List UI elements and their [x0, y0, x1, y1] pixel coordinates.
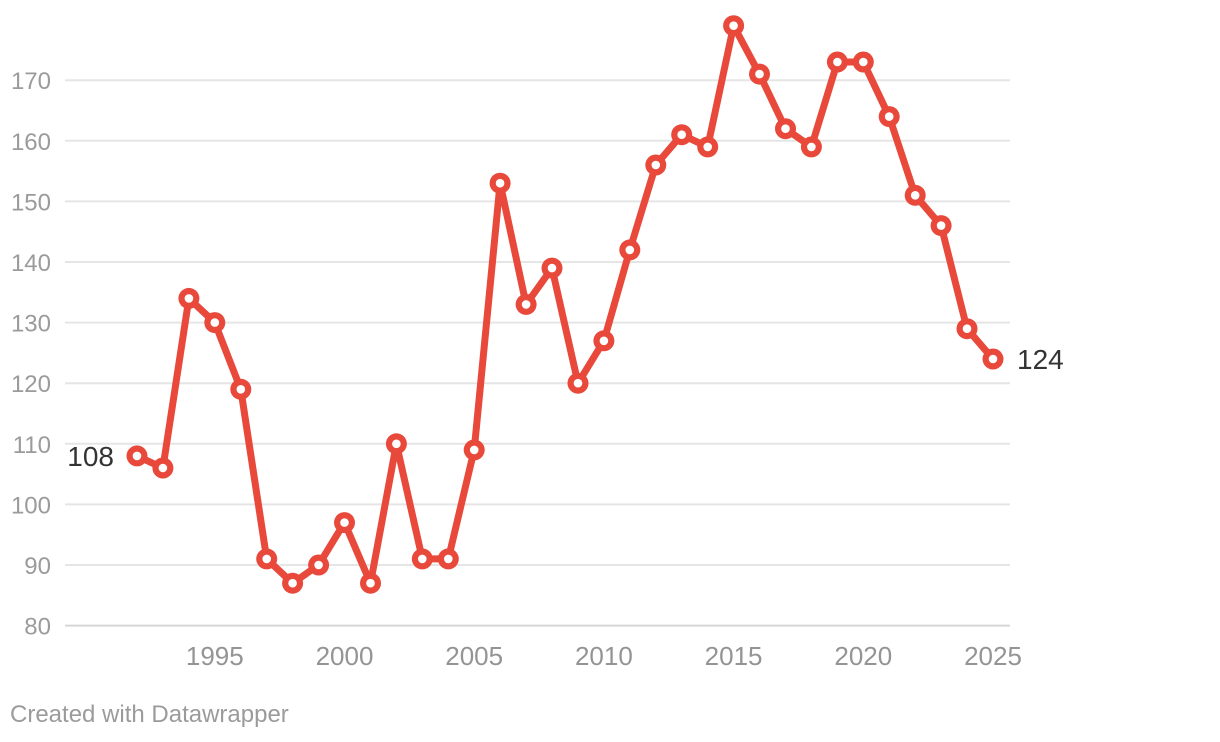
- y-tick-label: 80: [24, 614, 51, 641]
- data-point[interactable]: [308, 554, 330, 576]
- y-tick-label: 150: [11, 189, 51, 216]
- data-point[interactable]: [982, 348, 1004, 370]
- data-point[interactable]: [671, 124, 693, 146]
- data-point[interactable]: [178, 287, 200, 309]
- line-series: [133, 22, 997, 587]
- data-point[interactable]: [411, 548, 433, 570]
- data-point[interactable]: [723, 15, 745, 37]
- data-point[interactable]: [334, 512, 355, 534]
- data-point[interactable]: [567, 372, 589, 394]
- y-tick-label: 160: [11, 129, 51, 156]
- y-tick-label: 170: [11, 68, 51, 95]
- data-point[interactable]: [593, 330, 615, 352]
- data-point[interactable]: [878, 106, 900, 128]
- data-point[interactable]: [930, 215, 952, 237]
- last-value-label: 124: [1017, 344, 1064, 375]
- data-point[interactable]: [230, 378, 252, 400]
- y-tick-label: 140: [11, 250, 51, 277]
- data-point[interactable]: [619, 239, 641, 261]
- data-point[interactable]: [515, 293, 537, 315]
- datawrapper-credit-link[interactable]: Created with Datawrapper: [10, 701, 289, 728]
- x-tick-label: 2015: [705, 641, 763, 671]
- x-tick-label: 2020: [834, 641, 892, 671]
- data-point[interactable]: [749, 63, 770, 85]
- data-point[interactable]: [152, 457, 174, 479]
- x-tick-label: 2005: [445, 641, 503, 671]
- data-point[interactable]: [645, 154, 667, 176]
- first-value-label: 108: [67, 441, 114, 472]
- data-point[interactable]: [360, 572, 381, 594]
- data-point[interactable]: [956, 318, 978, 340]
- line-chart-svg: 80 90 100 110 120 130 140 150 160 170 1995 2000 2005…: [11, 15, 1064, 671]
- y-tick-label: 90: [24, 553, 51, 580]
- x-tick-label: 2010: [575, 641, 633, 671]
- data-point[interactable]: [826, 51, 848, 73]
- y-tick-label: 100: [11, 492, 51, 519]
- data-point[interactable]: [437, 548, 459, 570]
- x-tick-label: 2025: [964, 641, 1022, 671]
- data-point[interactable]: [463, 439, 485, 461]
- data-point[interactable]: [852, 51, 874, 73]
- data-point[interactable]: [489, 172, 511, 194]
- data-point[interactable]: [904, 184, 926, 206]
- data-point[interactable]: [697, 136, 719, 158]
- data-point[interactable]: [126, 445, 148, 467]
- data-point[interactable]: [800, 136, 822, 158]
- data-point[interactable]: [541, 257, 563, 279]
- data-point[interactable]: [204, 312, 226, 334]
- line-chart: 80 90 100 110 120 130 140 150 160 170 1995 2000 2005…: [11, 15, 1064, 671]
- data-point[interactable]: [385, 433, 407, 455]
- x-tick-label: 2000: [316, 641, 374, 671]
- y-tick-label: 130: [11, 311, 51, 338]
- data-point[interactable]: [775, 118, 796, 140]
- x-tick-label: 1995: [186, 641, 244, 671]
- y-tick-label: 120: [11, 371, 51, 398]
- y-tick-label: 110: [13, 432, 51, 459]
- data-point[interactable]: [282, 572, 304, 594]
- data-point[interactable]: [256, 548, 278, 570]
